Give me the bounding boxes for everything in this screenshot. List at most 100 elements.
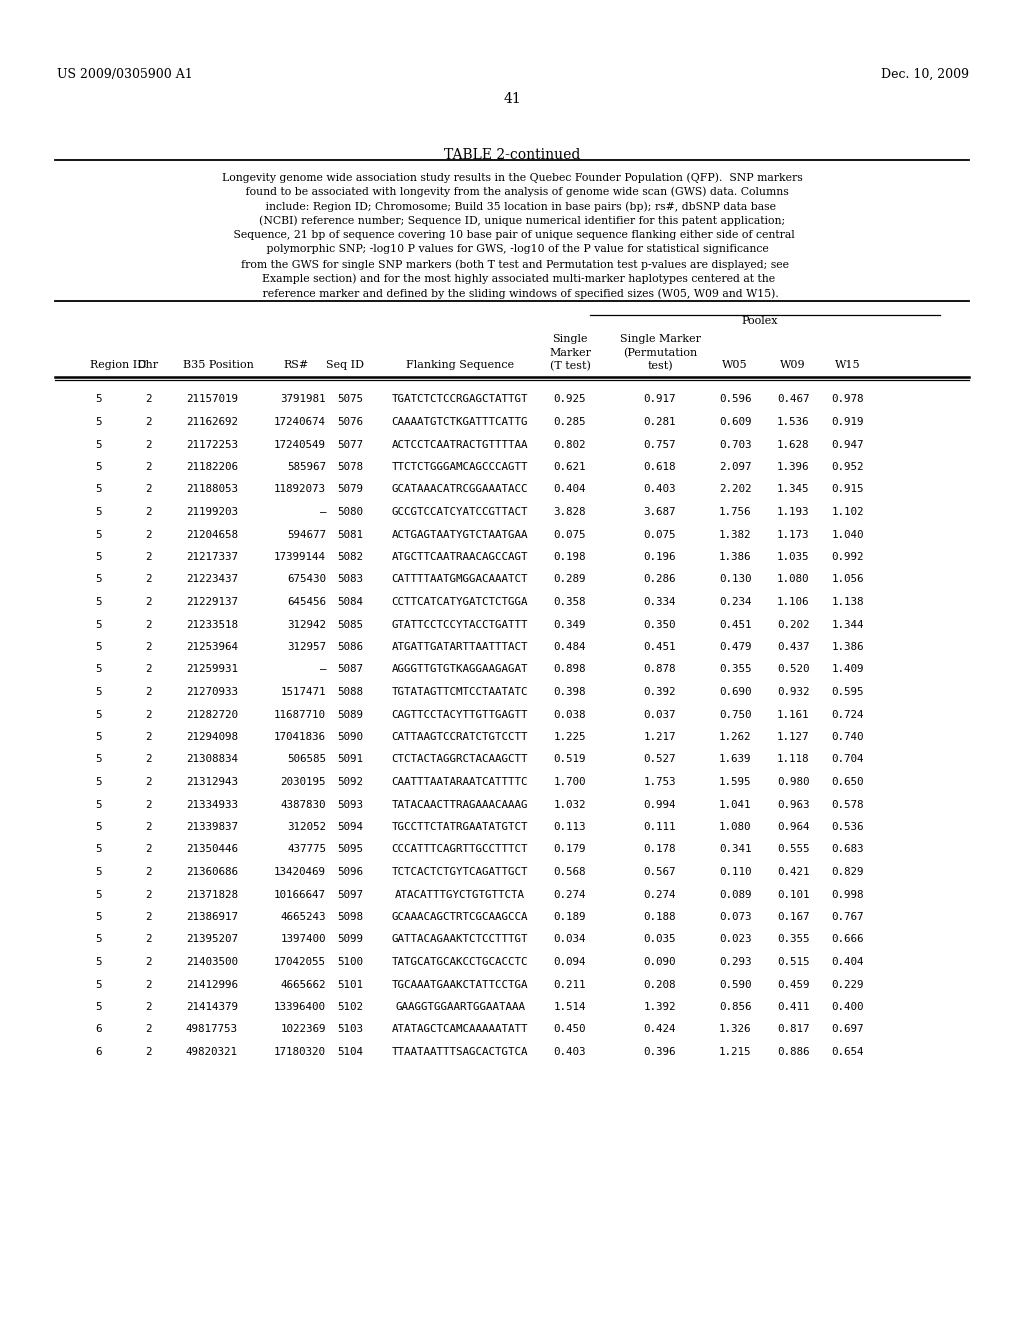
Text: 0.229: 0.229 — [831, 979, 864, 990]
Text: CTCTACTAGGRCTACAAGCTT: CTCTACTAGGRCTACAAGCTT — [392, 755, 528, 764]
Text: 5: 5 — [95, 395, 101, 404]
Text: 0.666: 0.666 — [831, 935, 864, 945]
Text: 17240549: 17240549 — [274, 440, 326, 450]
Text: 0.467: 0.467 — [777, 395, 809, 404]
Text: 675430: 675430 — [287, 574, 326, 585]
Text: 0.568: 0.568 — [554, 867, 587, 876]
Text: 5101: 5101 — [337, 979, 362, 990]
Text: 0.964: 0.964 — [777, 822, 809, 832]
Text: 5086: 5086 — [337, 642, 362, 652]
Text: 0.915: 0.915 — [831, 484, 864, 495]
Text: TABLE 2-continued: TABLE 2-continued — [443, 148, 581, 162]
Text: 21414379: 21414379 — [186, 1002, 238, 1012]
Text: 0.285: 0.285 — [554, 417, 587, 426]
Text: 0.038: 0.038 — [554, 710, 587, 719]
Text: ATGATTGATARTTAATTTACT: ATGATTGATARTTAATTTACT — [392, 642, 528, 652]
Text: 21350446: 21350446 — [186, 845, 238, 854]
Text: 5075: 5075 — [337, 395, 362, 404]
Text: 1.595: 1.595 — [719, 777, 752, 787]
Text: 312052: 312052 — [287, 822, 326, 832]
Text: 0.358: 0.358 — [554, 597, 587, 607]
Text: 5085: 5085 — [337, 619, 362, 630]
Text: 5097: 5097 — [337, 890, 362, 899]
Text: 2: 2 — [144, 800, 152, 809]
Text: 2.202: 2.202 — [719, 484, 752, 495]
Text: 0.075: 0.075 — [554, 529, 587, 540]
Text: (T test): (T test) — [550, 360, 591, 371]
Text: 5: 5 — [95, 574, 101, 585]
Text: 2: 2 — [144, 935, 152, 945]
Text: ACTCCTCAATRACTGTTTTAA: ACTCCTCAATRACTGTTTTAA — [392, 440, 528, 450]
Text: 0.963: 0.963 — [777, 800, 809, 809]
Text: 0.767: 0.767 — [831, 912, 864, 921]
Text: 1.345: 1.345 — [777, 484, 809, 495]
Text: 0.450: 0.450 — [554, 1024, 587, 1035]
Text: 5: 5 — [95, 440, 101, 450]
Text: 0.281: 0.281 — [644, 417, 676, 426]
Text: 0.101: 0.101 — [777, 890, 809, 899]
Text: 2: 2 — [144, 1047, 152, 1057]
Text: 0.073: 0.073 — [719, 912, 752, 921]
Text: 0.289: 0.289 — [554, 574, 587, 585]
Text: 5: 5 — [95, 552, 101, 562]
Text: 5: 5 — [95, 507, 101, 517]
Text: 2: 2 — [144, 777, 152, 787]
Text: 5091: 5091 — [337, 755, 362, 764]
Text: 0.451: 0.451 — [644, 642, 676, 652]
Text: 1.700: 1.700 — [554, 777, 587, 787]
Text: 2: 2 — [144, 710, 152, 719]
Text: Sequence, 21 bp of sequence covering 10 base pair of unique sequence flanking ei: Sequence, 21 bp of sequence covering 10 … — [229, 230, 795, 240]
Text: 17240674: 17240674 — [274, 417, 326, 426]
Text: 1.041: 1.041 — [719, 800, 752, 809]
Text: 5: 5 — [95, 733, 101, 742]
Text: 1.392: 1.392 — [644, 1002, 676, 1012]
Text: 5078: 5078 — [337, 462, 362, 473]
Text: 0.075: 0.075 — [644, 529, 676, 540]
Text: 2: 2 — [144, 664, 152, 675]
Text: 2: 2 — [144, 529, 152, 540]
Text: from the GWS for single SNP markers (both T test and Permutation test p-values a: from the GWS for single SNP markers (bot… — [234, 259, 790, 269]
Text: 0.878: 0.878 — [644, 664, 676, 675]
Text: 2: 2 — [144, 417, 152, 426]
Text: 0.829: 0.829 — [831, 867, 864, 876]
Text: 0.334: 0.334 — [644, 597, 676, 607]
Text: 2: 2 — [144, 574, 152, 585]
Text: 21217337: 21217337 — [186, 552, 238, 562]
Text: 1.382: 1.382 — [719, 529, 752, 540]
Text: 0.130: 0.130 — [719, 574, 752, 585]
Text: 1.106: 1.106 — [777, 597, 809, 607]
Text: 2: 2 — [144, 890, 152, 899]
Text: 1.102: 1.102 — [831, 507, 864, 517]
Text: 0.479: 0.479 — [719, 642, 752, 652]
Text: TATACAACTTRAGAAACAAAG: TATACAACTTRAGAAACAAAG — [392, 800, 528, 809]
Text: 21157019: 21157019 — [186, 395, 238, 404]
Text: TGCCTTCTATRGAATATGTCT: TGCCTTCTATRGAATATGTCT — [392, 822, 528, 832]
Text: 2: 2 — [144, 462, 152, 473]
Text: 3791981: 3791981 — [281, 395, 326, 404]
Text: 0.113: 0.113 — [554, 822, 587, 832]
Text: 11892073: 11892073 — [274, 484, 326, 495]
Text: 0.089: 0.089 — [719, 890, 752, 899]
Text: 0.355: 0.355 — [719, 664, 752, 675]
Text: 0.274: 0.274 — [554, 890, 587, 899]
Text: 1.127: 1.127 — [777, 733, 809, 742]
Text: 0.404: 0.404 — [831, 957, 864, 968]
Text: 1.639: 1.639 — [719, 755, 752, 764]
Text: 0.590: 0.590 — [719, 979, 752, 990]
Text: 0.596: 0.596 — [719, 395, 752, 404]
Text: CAATTTAATARAATCATTTTC: CAATTTAATARAATCATTTTC — [392, 777, 528, 787]
Text: TGTATAGTTCMTCCTAATATC: TGTATAGTTCMTCCTAATATC — [392, 686, 528, 697]
Text: 1.409: 1.409 — [831, 664, 864, 675]
Text: CAGTTCCTACYTTGTTGAGTT: CAGTTCCTACYTTGTTGAGTT — [392, 710, 528, 719]
Text: 0.555: 0.555 — [777, 845, 809, 854]
Text: 5: 5 — [95, 529, 101, 540]
Text: 0.609: 0.609 — [719, 417, 752, 426]
Text: 0.286: 0.286 — [644, 574, 676, 585]
Text: 645456: 645456 — [287, 597, 326, 607]
Text: 312957: 312957 — [287, 642, 326, 652]
Text: 1.056: 1.056 — [831, 574, 864, 585]
Text: 1.161: 1.161 — [777, 710, 809, 719]
Text: 1517471: 1517471 — [281, 686, 326, 697]
Text: 1.536: 1.536 — [777, 417, 809, 426]
Text: 5083: 5083 — [337, 574, 362, 585]
